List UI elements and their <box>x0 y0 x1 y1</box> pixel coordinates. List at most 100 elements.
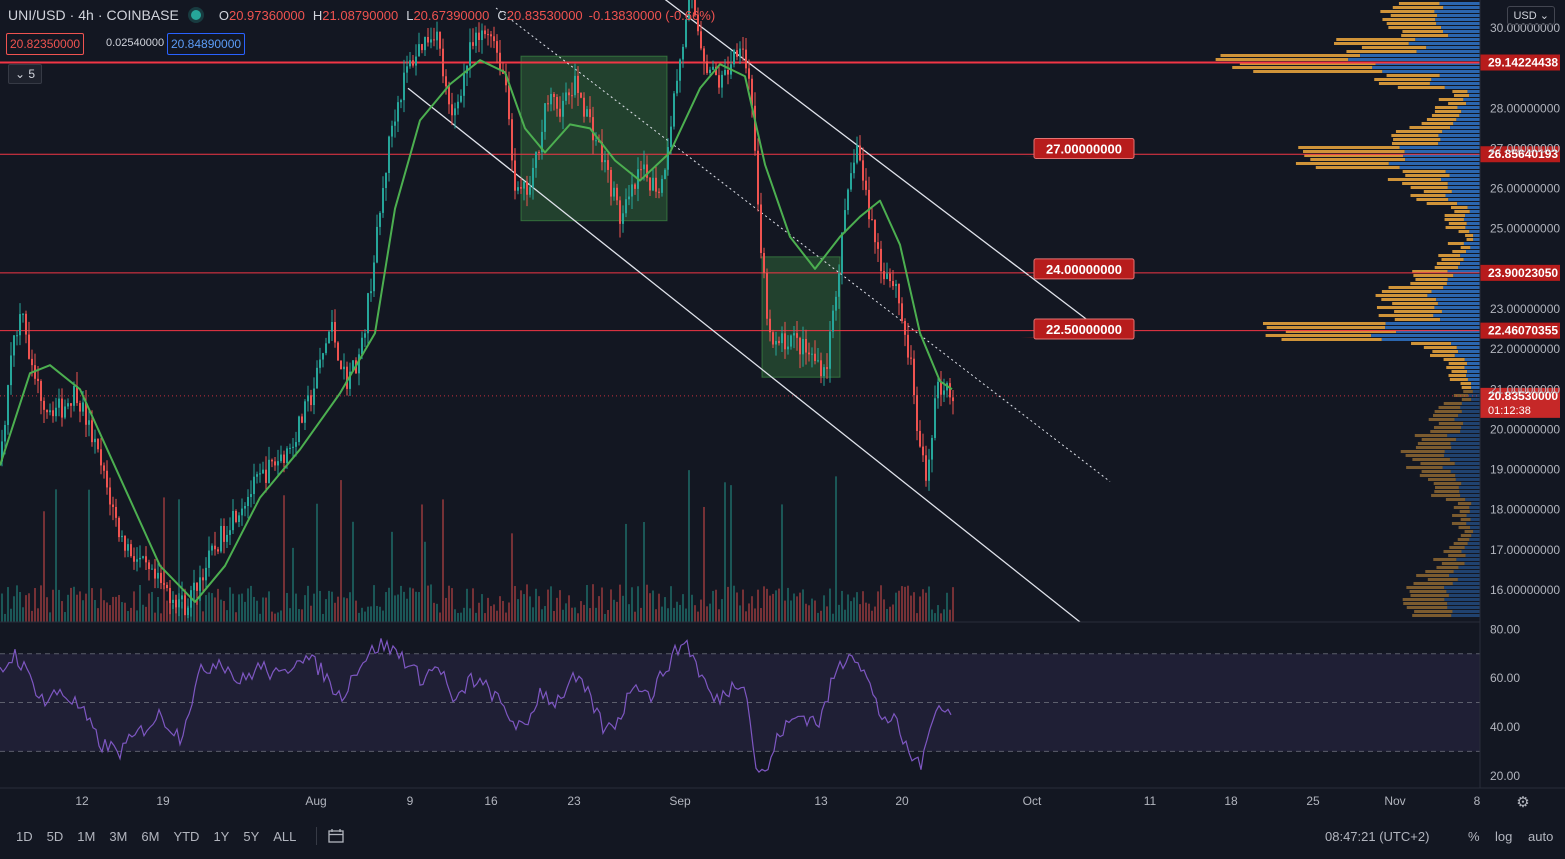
candle-body <box>40 381 42 401</box>
volume-bar <box>553 610 555 622</box>
volume-bar <box>943 609 945 622</box>
volume-profile-bar-down <box>1467 370 1480 373</box>
candle-body <box>775 340 777 345</box>
volume-profile-bar-down <box>1427 294 1480 297</box>
range-6m-button[interactable]: 6M <box>141 828 160 844</box>
volume-bar <box>769 595 771 622</box>
volume-profile-bar-down <box>1447 182 1480 185</box>
volume-profile-bar-up <box>1452 514 1467 517</box>
candle-body <box>577 75 579 93</box>
range-1d-button[interactable]: 1D <box>16 828 33 844</box>
candle-body <box>13 335 15 356</box>
candle-body <box>253 476 255 495</box>
volume-histogram <box>1 470 954 622</box>
range-3m-button[interactable]: 3M <box>109 828 128 844</box>
volume-bar <box>40 585 42 622</box>
calendar-range-icon[interactable] <box>327 828 345 844</box>
range-1m-button[interactable]: 1M <box>77 828 96 844</box>
volume-bar <box>487 597 489 622</box>
volume-bar <box>688 470 690 622</box>
candle-body <box>907 334 909 358</box>
volume-profile-bar-down <box>1447 602 1480 605</box>
volume-bar <box>733 585 735 622</box>
volume-bar <box>13 596 15 622</box>
volume-profile-bar-down <box>1469 230 1480 233</box>
volume-profile-bar-up <box>1421 122 1454 125</box>
volume-bar <box>244 601 246 622</box>
candle-body <box>157 572 159 579</box>
volume-bar <box>397 594 399 622</box>
volume-bar <box>610 589 612 622</box>
volume-bar <box>940 613 942 622</box>
sell-price-button[interactable]: 20.82350000 <box>6 33 85 55</box>
range-1y-button[interactable]: 1Y <box>213 828 230 844</box>
candle-body <box>214 545 216 550</box>
candle-body <box>250 494 252 497</box>
volume-profile-bar-up <box>1459 510 1470 513</box>
candle-body <box>655 177 657 192</box>
auto-scale-toggle[interactable]: auto <box>1528 828 1554 844</box>
volume-profile-bar-up <box>1265 334 1372 337</box>
gear-icon[interactable]: ⚙ <box>1516 794 1529 811</box>
candle-body <box>55 407 57 417</box>
candle-body <box>268 459 270 483</box>
range-ytd-button[interactable]: YTD <box>173 828 200 844</box>
volume-bar <box>52 589 54 622</box>
candle-body <box>922 446 924 456</box>
volume-profile-bar-up <box>1450 206 1468 209</box>
volume-bar <box>100 588 102 622</box>
volume-bar <box>400 585 402 622</box>
range-all-button[interactable]: ALL <box>273 828 297 844</box>
volume-profile-bar-down <box>1440 138 1480 141</box>
volume-bar <box>847 594 849 622</box>
symbol-title[interactable]: UNI/USD <box>8 7 66 23</box>
volume-profile-bar-down <box>1429 82 1480 85</box>
volume-profile-bar-down <box>1399 166 1480 169</box>
volume-profile-bar-down <box>1471 382 1480 385</box>
volume-profile-bar-down <box>1448 594 1480 597</box>
range-5y-button[interactable]: 5Y <box>243 828 260 844</box>
volume-profile-bar-up <box>1452 250 1467 253</box>
clock-timezone[interactable]: 08:47:21 (UTC+2) <box>1325 828 1430 844</box>
candle-body <box>862 160 864 181</box>
volume-bar <box>529 596 531 622</box>
candle-body <box>844 210 846 233</box>
time-tick-label: Sep <box>669 794 691 808</box>
percent-scale-toggle[interactable]: % <box>1468 828 1480 844</box>
volume-profile-bar-down <box>1460 262 1480 265</box>
volume-profile-bar-down <box>1452 582 1480 585</box>
volume-bar <box>430 584 432 622</box>
log-scale-toggle[interactable]: log <box>1495 828 1513 844</box>
volume-bar <box>208 592 210 622</box>
volume-bar <box>274 613 276 622</box>
volume-bar <box>931 609 933 622</box>
volume-bar <box>907 585 909 622</box>
volume-bar <box>925 592 927 622</box>
price-tick-label: 23.00000000 <box>1490 302 1560 316</box>
volume-profile-bar-up <box>1406 586 1445 589</box>
currency-selector[interactable]: USD ⌄ <box>1507 6 1555 25</box>
candle-body <box>574 75 576 96</box>
candle-body <box>247 496 249 506</box>
range-5d-button[interactable]: 5D <box>46 828 64 844</box>
volume-bar <box>454 609 456 622</box>
callout-box <box>1033 318 1135 340</box>
volume-profile-bar-up <box>1402 30 1444 33</box>
volume-profile-bar-up <box>1448 374 1467 377</box>
volume-bar <box>301 609 303 622</box>
candle-body <box>823 367 825 377</box>
volume-profile-bar-down <box>1458 566 1480 569</box>
candle-body <box>67 403 69 407</box>
volume-bar <box>379 606 381 622</box>
volume-profile-bar-up <box>1215 58 1349 61</box>
price-callouts[interactable]: 27.00000000 24.00000000 22.50000000 <box>1020 137 1135 340</box>
volume-profile-bar-down <box>1451 190 1480 193</box>
volume-bar <box>280 610 282 622</box>
close-label: C <box>497 7 507 23</box>
interval-label[interactable]: 4h <box>78 7 94 23</box>
candle-body <box>70 403 72 406</box>
buy-price-button[interactable]: 20.84890000 <box>167 33 246 55</box>
indicators-toggle[interactable]: ⌄ 5 <box>8 64 43 84</box>
candle-body <box>568 92 570 96</box>
